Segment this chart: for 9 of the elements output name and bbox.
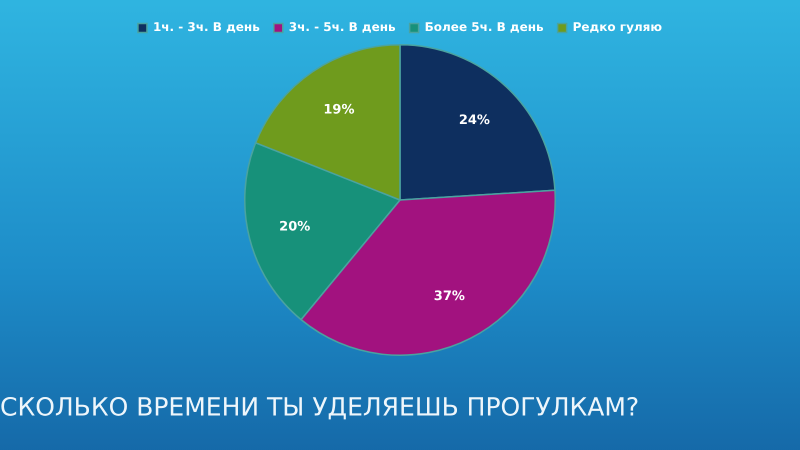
legend-label: Более 5ч. В день [424,20,544,34]
data-label: 24% [458,113,490,128]
legend-label: 1ч. - 3ч. В день [152,20,260,34]
legend-label: 3ч. - 5ч. В день [288,20,396,34]
data-label: 19% [323,102,354,118]
data-label: 37% [434,289,465,304]
data-label: 20% [279,219,310,234]
legend-label: Редко гуляю [572,20,662,34]
text: СКОЛЬКО ВРЕМЕНИ ТЫ УДЕЛЯЕШЬ ПРОГУЛКАМ? [0,392,640,422]
